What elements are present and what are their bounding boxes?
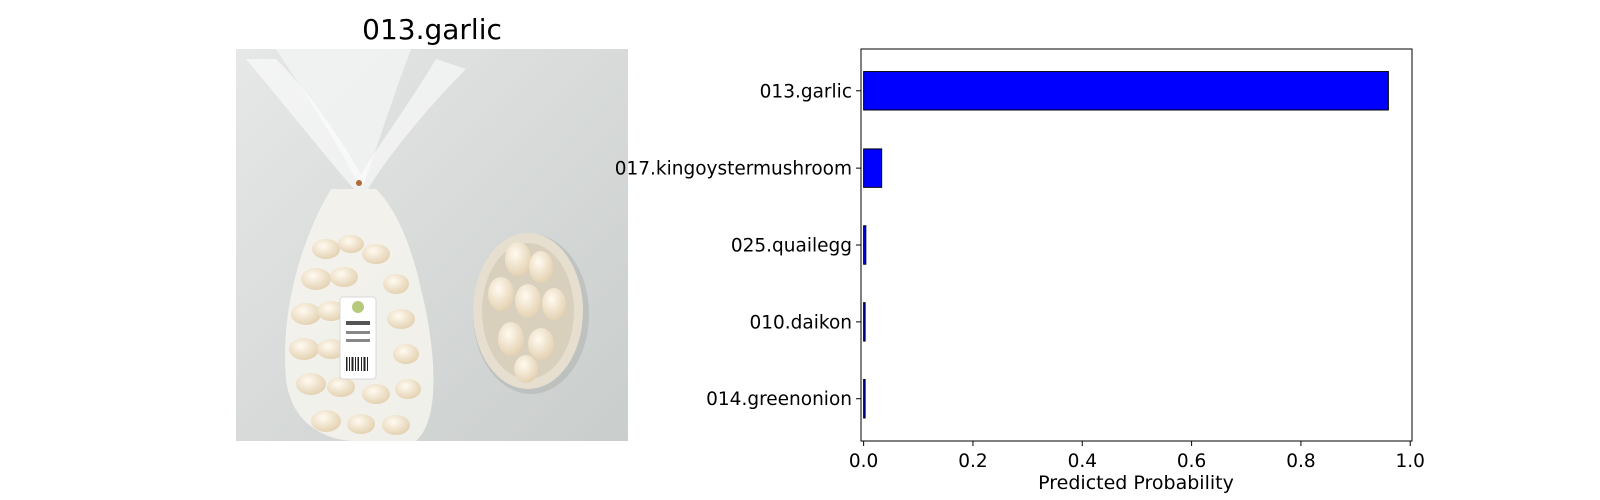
- y-tick-label: 013.garlic: [760, 81, 852, 102]
- x-tick-label: 0.4: [1068, 451, 1097, 472]
- y-tick-label: 017.kingoystermushroom: [615, 159, 852, 180]
- bar-013.garlic: [863, 71, 1389, 111]
- x-tick-label: 0.6: [1177, 451, 1206, 472]
- y-tick-label: 010.daikon: [749, 312, 852, 333]
- x-tick-label: 0.8: [1286, 451, 1315, 472]
- x-axis-label: Predicted Probability: [1038, 472, 1234, 494]
- image-title: 013.garlic: [362, 13, 502, 46]
- bar-025.quailegg: [863, 225, 867, 265]
- y-tick-label: 025.quailegg: [731, 236, 852, 257]
- bar-010.daikon: [863, 302, 866, 342]
- x-tick-label: 0.0: [849, 451, 878, 472]
- y-tick-label: 014.greenonion: [706, 389, 852, 410]
- bar-014.greenonion: [863, 379, 866, 419]
- x-tick-label: 0.2: [958, 451, 987, 472]
- bar-017.kingoystermushroom: [863, 148, 883, 188]
- garlic-photo: [236, 49, 628, 441]
- plot-frame: [860, 48, 1413, 442]
- x-tick-label: 1.0: [1396, 451, 1425, 472]
